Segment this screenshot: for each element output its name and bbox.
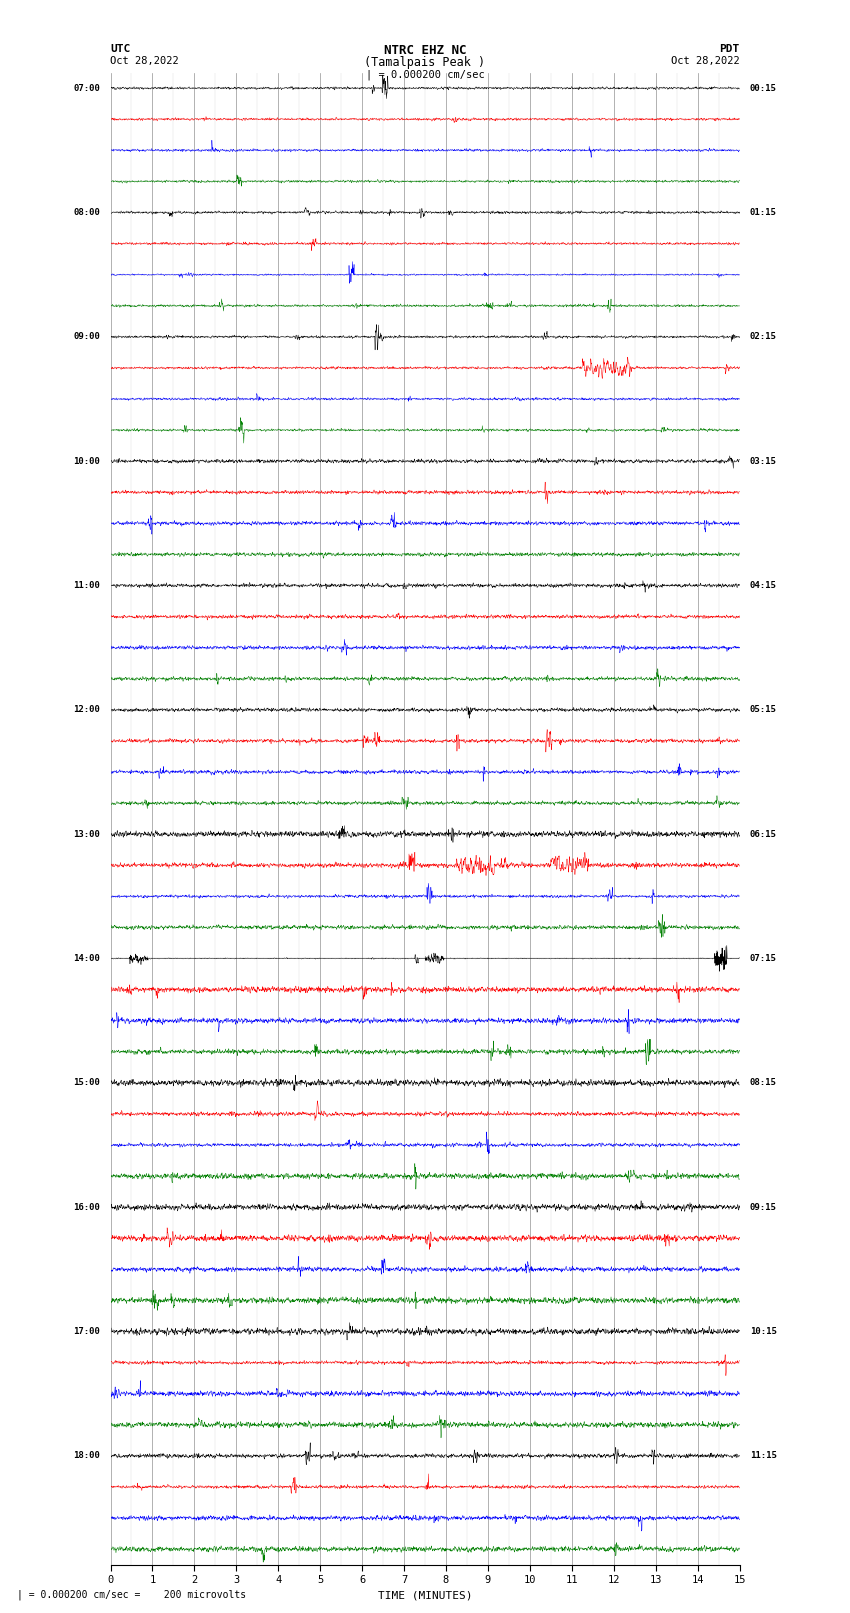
Text: 07:15: 07:15	[750, 953, 777, 963]
Text: NTRC EHZ NC: NTRC EHZ NC	[383, 44, 467, 56]
Text: 11:00: 11:00	[73, 581, 100, 590]
Text: 13:00: 13:00	[73, 829, 100, 839]
Text: 10:00: 10:00	[73, 456, 100, 466]
Text: | = 0.000200 cm/sec: | = 0.000200 cm/sec	[366, 69, 484, 81]
Text: UTC: UTC	[110, 44, 131, 53]
Text: 01:15: 01:15	[750, 208, 777, 218]
Text: 08:15: 08:15	[750, 1079, 777, 1087]
Text: 11:15: 11:15	[750, 1452, 777, 1460]
Text: 07:00: 07:00	[73, 84, 100, 92]
Text: (Tamalpais Peak ): (Tamalpais Peak )	[365, 56, 485, 69]
Text: 02:15: 02:15	[750, 332, 777, 342]
Text: 12:00: 12:00	[73, 705, 100, 715]
Text: 14:00: 14:00	[73, 953, 100, 963]
Text: 09:15: 09:15	[750, 1203, 777, 1211]
Text: 16:00: 16:00	[73, 1203, 100, 1211]
Text: 00:15: 00:15	[750, 84, 777, 92]
X-axis label: TIME (MINUTES): TIME (MINUTES)	[377, 1590, 473, 1600]
Text: 04:15: 04:15	[750, 581, 777, 590]
Text: 09:00: 09:00	[73, 332, 100, 342]
Text: 17:00: 17:00	[73, 1327, 100, 1336]
Text: | = 0.000200 cm/sec =    200 microvolts: | = 0.000200 cm/sec = 200 microvolts	[17, 1589, 246, 1600]
Text: 06:15: 06:15	[750, 829, 777, 839]
Text: PDT: PDT	[719, 44, 740, 53]
Text: 15:00: 15:00	[73, 1079, 100, 1087]
Text: 05:15: 05:15	[750, 705, 777, 715]
Text: 18:00: 18:00	[73, 1452, 100, 1460]
Text: 08:00: 08:00	[73, 208, 100, 218]
Text: 03:15: 03:15	[750, 456, 777, 466]
Text: Oct 28,2022: Oct 28,2022	[110, 56, 179, 66]
Text: 10:15: 10:15	[750, 1327, 777, 1336]
Text: Oct 28,2022: Oct 28,2022	[671, 56, 740, 66]
